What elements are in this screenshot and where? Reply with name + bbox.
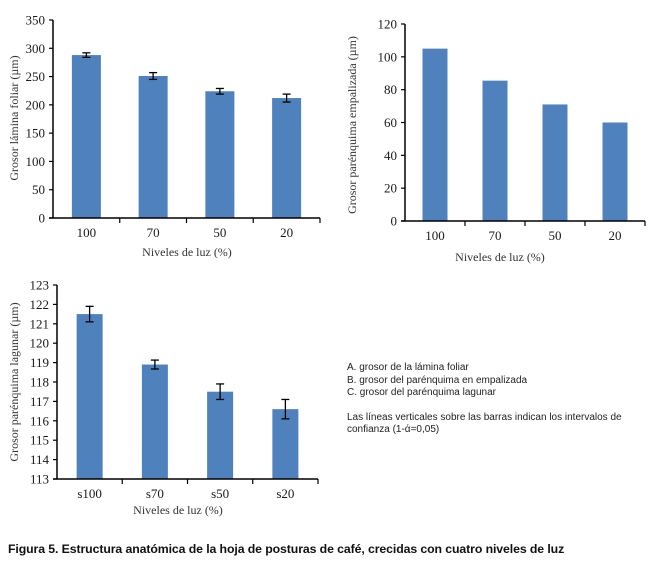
- chart-c-y-tick-label: 121: [30, 316, 50, 331]
- chart-a-y-tick-label: 200: [26, 97, 46, 112]
- chart-b-y-tick-label: 60: [384, 115, 397, 130]
- chart-a-bar-70: [138, 76, 168, 219]
- chart-b-x-tick-label: 50: [549, 228, 562, 243]
- chart-a-y-tick-label: 150: [26, 126, 46, 141]
- chart-c-y-tick-label: 115: [30, 433, 49, 448]
- chart-a-y-tick-label: 100: [26, 154, 46, 169]
- chart-b-y-tick-label: 0: [391, 214, 398, 229]
- chart-c-bar-s70: [141, 364, 168, 479]
- chart-a-y-tick-label: 50: [32, 182, 45, 197]
- chart-c-x-tick-label: s70: [146, 486, 164, 501]
- chart-b-x-tick-label: 100: [425, 228, 445, 243]
- legend-note-c: C. grosor del parénquima lagunar: [347, 387, 496, 398]
- chart-c-x-tick-label: s20: [276, 486, 294, 501]
- chart-b-bar-20: [602, 122, 628, 221]
- spacer: [347, 400, 657, 412]
- chart-c-bar-s100: [76, 314, 103, 479]
- chart-a-x-tick-label: 20: [280, 225, 293, 240]
- chart-c-x-tick-label: s50: [211, 486, 229, 501]
- confidence-note-line1: Las líneas verticales sobre las barras i…: [347, 411, 622, 423]
- chart-b-x-axis-title: Niveles de luz (%): [455, 250, 545, 264]
- legend-notes: A. grosor de la lámina foliar B. grosor …: [347, 362, 657, 437]
- chart-b-y-tick-label: 80: [384, 82, 397, 97]
- chart-b-y-tick-label: 100: [378, 49, 398, 64]
- chart-a-y-tick-label: 350: [26, 13, 46, 28]
- chart-c-y-tick-label: 116: [30, 413, 50, 428]
- chart-b-bar-100: [422, 48, 448, 221]
- chart-b-parenquima-empalizada: Niveles de luz (%) Grosor parénquima emp…: [345, 17, 646, 264]
- chart-c-y-tick-label: 117: [30, 394, 50, 409]
- chart-c-y-tick-label: 113: [30, 472, 49, 487]
- figure-caption: Figura 5. Estructura anatómica de la hoj…: [8, 542, 565, 556]
- chart-c-x-axis-title: Niveles de luz (%): [133, 503, 223, 517]
- chart-b-bar-50: [542, 104, 568, 221]
- chart-a-bar-50: [205, 91, 235, 218]
- chart-c-parenquima-lagunar: Niveles de luz (%) Grosor parénquima lag…: [7, 278, 319, 517]
- chart-a-lamina-foliar: Niveles de luz (%) Grosor lámina foliar …: [7, 13, 321, 259]
- chart-c-bar-s50: [207, 391, 234, 479]
- chart-b-y-axis-title: Grosor parénquima empalizada (µm): [345, 36, 359, 214]
- chart-b-y-tick-label: 20: [384, 181, 397, 196]
- chart-a-x-tick-label: 50: [213, 225, 226, 240]
- chart-c-y-tick-label: 114: [30, 452, 50, 467]
- legend-note-a: A. grosor de la lámina foliar: [347, 362, 469, 373]
- chart-b-x-tick-label: 70: [489, 228, 502, 243]
- chart-a-x-axis-title: Niveles de luz (%): [142, 245, 232, 259]
- chart-a-x-tick-label: 70: [147, 225, 160, 240]
- chart-b-y-tick-label: 40: [384, 148, 397, 163]
- chart-a-bar-20: [272, 98, 302, 218]
- chart-a-bar-100: [71, 55, 101, 219]
- chart-a-x-tick-label: 100: [77, 225, 97, 240]
- chart-b-x-tick-label: 20: [609, 228, 622, 243]
- chart-c-y-axis-title: Grosor parénquima lagunar (µm): [7, 302, 21, 461]
- chart-a-y-tick-label: 250: [26, 69, 46, 84]
- chart-b-y-tick-label: 120: [378, 17, 398, 32]
- chart-c-y-tick-label: 119: [30, 355, 49, 370]
- chart-a-y-tick-label: 0: [39, 211, 46, 226]
- chart-a-y-tick-label: 300: [26, 41, 46, 56]
- chart-a-y-axis-title: Grosor lámina foliar (µm): [7, 55, 21, 180]
- chart-b-bar-70: [482, 80, 508, 221]
- chart-c-y-tick-label: 118: [30, 375, 49, 390]
- legend-note-b: B. grosor del parénquima en empalizada: [347, 374, 528, 386]
- confidence-note-line2: confianza (1-ά=0,05): [347, 424, 440, 435]
- chart-c-y-tick-label: 120: [30, 336, 50, 351]
- chart-c-x-tick-label: s100: [77, 486, 102, 501]
- chart-c-bar-s20: [272, 409, 299, 479]
- chart-c-y-tick-label: 122: [30, 297, 50, 312]
- chart-c-y-tick-label: 123: [30, 278, 50, 293]
